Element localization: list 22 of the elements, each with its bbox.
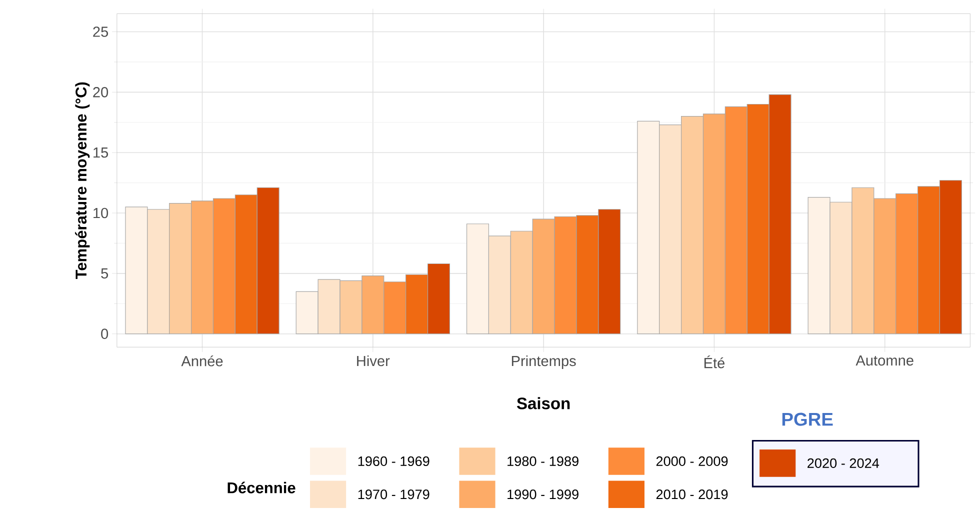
y-tick-label: 20 (93, 87, 108, 98)
y-tick-label: 0 (101, 328, 108, 340)
legend-label: 2000 - 2009 (656, 456, 728, 466)
y-tick-label: 25 (93, 26, 108, 38)
legend-label: 1990 - 1999 (508, 490, 578, 500)
legend-label: 1960 - 1969 (358, 456, 430, 466)
legend-label: 1970 - 1979 (358, 490, 430, 500)
legend-label: 2010 - 2019 (656, 490, 728, 500)
x-axis-title: Saison (516, 397, 570, 410)
y-tick-label: 10 (94, 208, 108, 218)
y-tick-label: 15 (94, 148, 108, 158)
legend-label: 1980 - 1989 (508, 456, 578, 466)
y-tick-label: 5 (101, 268, 108, 279)
text: PGRE (782, 412, 833, 426)
x-tick-label: Année (181, 356, 223, 366)
x-tick-label: Automne (856, 356, 914, 366)
y-axis-title: Température moyenne (°C) (75, 82, 90, 280)
x-tick-label: Printemps (512, 356, 576, 370)
x-tick-label: Été (704, 356, 724, 368)
legend-title: Décennie (228, 482, 296, 494)
x-tick-label: Hiver (357, 356, 390, 366)
legend-label: 2020 - 2024 (808, 458, 880, 468)
